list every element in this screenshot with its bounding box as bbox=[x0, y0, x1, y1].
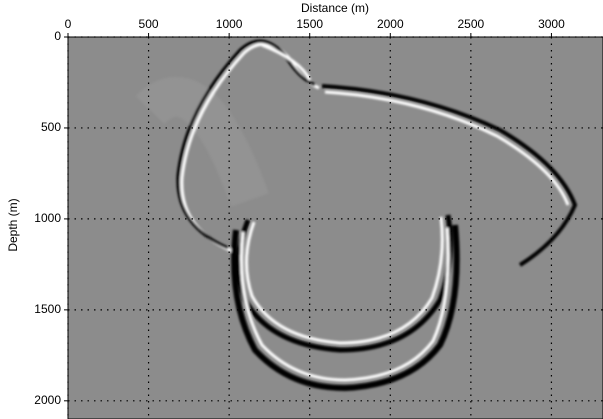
y-axis-title: Depth (m) bbox=[6, 198, 20, 251]
x-tick-label: 1500 bbox=[296, 17, 323, 31]
page: {"chart_data": {"type": "image", "x_labe… bbox=[0, 0, 603, 419]
chart: Distance (m) Depth (m) 0 500 1000 1500 2000 2… bbox=[0, 0, 603, 419]
y-tick-label: 500 bbox=[41, 120, 61, 134]
x-tick-label: 2500 bbox=[458, 17, 485, 31]
x-tick-label: 1000 bbox=[216, 17, 243, 31]
x-tick-label: 2000 bbox=[377, 17, 404, 31]
y-tick-label: 2000 bbox=[34, 393, 61, 407]
y-tick-label: 0 bbox=[54, 29, 61, 43]
x-tick-label: 500 bbox=[139, 17, 159, 31]
x-tick-label: 3000 bbox=[538, 17, 565, 31]
x-tick-label: 0 bbox=[65, 17, 72, 31]
y-tick-label: 1000 bbox=[34, 211, 61, 225]
x-axis-title: Distance (m) bbox=[301, 1, 369, 15]
y-tick-label: 1500 bbox=[34, 302, 61, 316]
